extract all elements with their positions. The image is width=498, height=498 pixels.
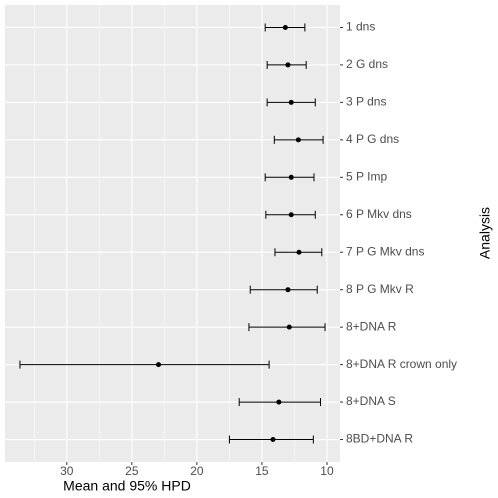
point <box>296 249 302 255</box>
x-tick-label: 20 <box>190 464 204 478</box>
x-tick-label: 15 <box>255 464 269 478</box>
y-tick-label: 8 P G Mkv R <box>346 282 414 296</box>
y-tick-label: 3 P dns <box>346 95 386 109</box>
point <box>286 324 292 330</box>
x-tick-label: 30 <box>60 464 74 478</box>
x-tick-label: 25 <box>125 464 139 478</box>
y-tick-label: 5 P Imp <box>346 169 387 183</box>
point <box>285 62 291 68</box>
point <box>282 24 288 30</box>
y-tick-label: 6 P Mkv dns <box>346 207 412 221</box>
panel <box>5 5 340 462</box>
y-tick-label: 8+DNA R <box>346 319 397 333</box>
y-tick-label: 2 G dns <box>346 57 388 71</box>
point <box>270 437 276 443</box>
y-tick-label: 8+DNA R crown only <box>346 357 457 371</box>
y-tick-label: 7 P G Mkv dns <box>346 244 424 258</box>
y-tick-label: 8BD+DNA R <box>346 432 413 446</box>
point <box>288 99 294 105</box>
x-tick-label: 10 <box>320 464 334 478</box>
y-tick-label: 1 dns <box>346 20 375 34</box>
point <box>276 399 282 405</box>
point <box>295 137 301 143</box>
y-tick-label: 8+DNA S <box>346 394 396 408</box>
x-axis-title: Mean and 95% HPD <box>63 478 191 494</box>
point <box>288 174 294 180</box>
y-tick-label: 4 P G dns <box>346 132 399 146</box>
y-axis-title: Analysis <box>477 207 493 259</box>
point <box>288 212 294 218</box>
point <box>156 362 162 368</box>
point <box>285 287 291 293</box>
